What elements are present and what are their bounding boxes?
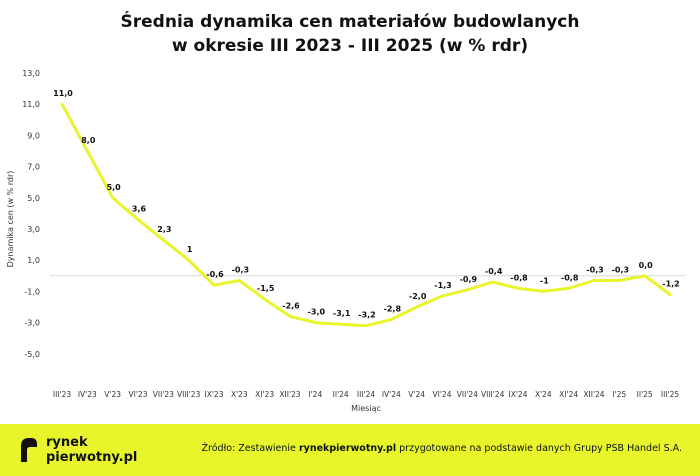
data-label: -0,3 [232,265,250,274]
x-tick-label: II'24 [333,390,349,399]
y-tick-label: 7,0 [27,163,40,172]
data-label: 11,0 [53,89,73,98]
y-tick-label: 13,0 [22,69,40,78]
chart-title-line2: w okresie III 2023 - III 2025 (w % rdr) [171,36,529,56]
data-label: 5,0 [107,183,122,192]
data-label: -2,8 [384,304,402,313]
x-tick-label: I'24 [308,390,322,399]
data-label: -3,1 [333,309,351,318]
data-label: -0,3 [612,265,630,274]
data-label: -2,0 [409,292,427,301]
x-tick-label: VII'24 [457,390,478,399]
source-note: Źródło: Zestawienie rynekpierwotny.pl pr… [202,443,682,454]
data-label: 1 [187,245,193,254]
data-label: -3,0 [308,308,326,317]
y-tick-label: 11,0 [22,100,40,109]
data-label: -0,8 [510,273,528,282]
x-tick-label: III'25 [661,390,679,399]
series-line [60,102,672,328]
x-tick-label: X'24 [535,390,552,399]
x-tick-label: I'25 [612,390,626,399]
data-label: -3,2 [358,311,376,320]
x-tick-label: VII'23 [153,390,174,399]
data-label: -1,3 [434,281,452,290]
x-tick-label: IV'24 [382,390,401,399]
y-tick-label: 1,0 [27,256,40,265]
data-label: -0,3 [586,265,604,274]
x-tick-label: XI'24 [559,390,578,399]
x-tick-label: VIII'24 [481,390,505,399]
x-tick-label: IV'23 [78,390,97,399]
data-label: 0,0 [639,261,654,270]
data-label: -1 [540,276,549,285]
y-axis-label: Dynamika cen (w % rdr) [6,171,15,268]
footer-bar: rynek pierwotny.pl Źródło: Zestawienie r… [0,424,700,476]
y-tick-label: 3,0 [27,225,40,234]
data-labels: 11,0 8,0 5,0 3,6 2,3 1 -0,6 -0,3 -1,5 -2,6 -3,0 -3,… [53,89,680,320]
data-label: 8,0 [81,136,96,145]
chart-title: Średnia dynamika cen materiałów budowlan… [0,10,700,58]
logo-text: rynek pierwotny.pl [46,435,137,465]
data-label: -0,4 [485,267,503,276]
data-label: -1,2 [662,280,680,289]
logo-mark-icon [21,438,37,462]
logo-line1: rynek [46,435,88,450]
data-label: -0,8 [561,273,579,282]
x-tick-label: V'24 [408,390,425,399]
source-prefix: Źródło: Zestawienie [201,443,299,454]
chart-title-line1: Średnia dynamika cen materiałów budowlan… [120,12,580,32]
data-label: -0,9 [460,275,478,284]
x-tick-label: IX'24 [509,390,528,399]
y-tick-label: -3,0 [24,319,40,328]
x-tick-label: IX'23 [205,390,224,399]
data-label: 2,3 [157,225,171,234]
x-axis-label: Miesiąc [351,404,381,413]
x-axis: III'23 IV'23 V'23 VI'23 VII'23 VIII'23 IX'23 X'… [53,390,679,399]
x-tick-label: II'25 [637,390,653,399]
y-tick-label: 9,0 [27,131,40,140]
data-label: -2,6 [282,301,300,310]
x-tick-label: III'23 [53,390,71,399]
y-axis: 13,0 11,0 9,0 7,0 5,0 3,0 1,0 -1,0 -3,0 -5,0 [22,69,40,359]
y-tick-label: -1,0 [24,287,40,296]
y-tick-label: -5,0 [24,350,40,359]
x-tick-label: VI'23 [129,390,148,399]
source-link[interactable]: rynekpierwotny.pl [298,443,397,454]
x-tick-label: VI'24 [433,390,452,399]
brand-logo[interactable]: rynek pierwotny.pl [20,433,140,467]
x-tick-label: XI'23 [255,390,274,399]
x-tick-label: XII'23 [279,390,300,399]
x-tick-label: VIII'23 [177,390,201,399]
data-label: -1,5 [257,284,275,293]
y-tick-label: 5,0 [27,194,40,203]
logo-line2: pierwotny.pl [46,450,138,465]
x-tick-label: V'23 [104,390,121,399]
source-suffix: przygotowane na podstawie danych Grupy P… [396,443,682,454]
data-label: 3,6 [132,205,147,214]
x-tick-label: X'23 [231,390,248,399]
line-chart: 13,0 11,0 9,0 7,0 5,0 3,0 1,0 -1,0 -3,0 -5,0 11,0… [6,69,685,413]
x-tick-label: III'24 [357,390,375,399]
data-label: -0,6 [206,270,224,279]
x-tick-label: XII'24 [583,390,604,399]
